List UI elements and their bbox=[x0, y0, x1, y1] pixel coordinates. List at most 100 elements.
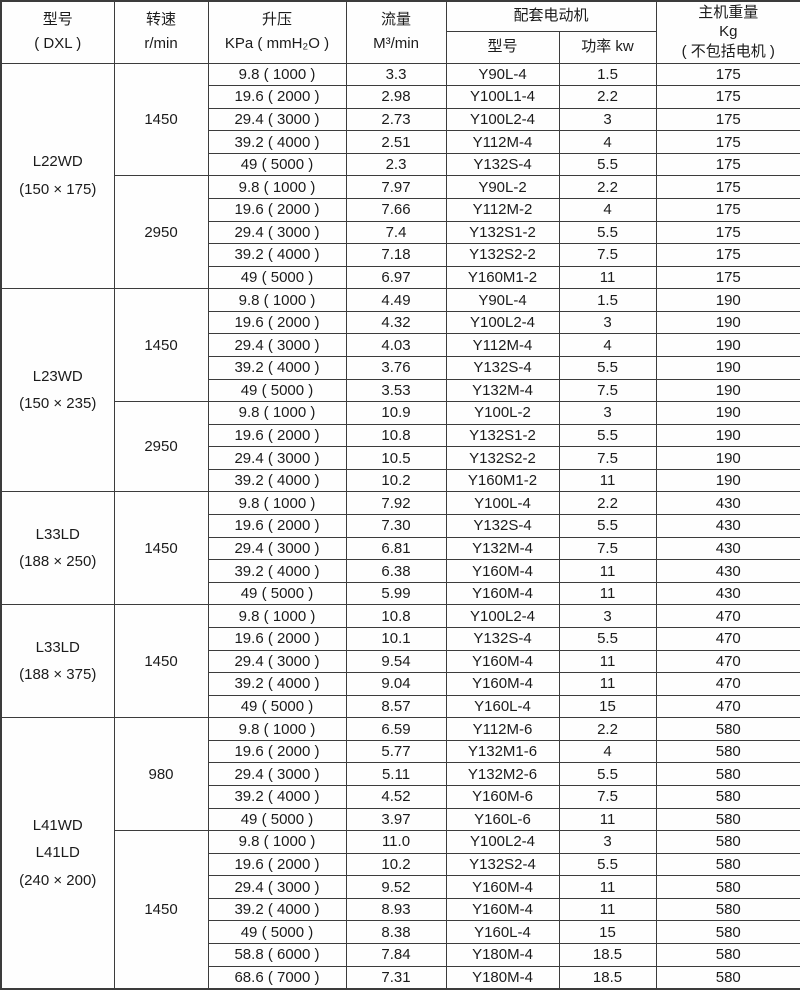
motor-power-cell: 4 bbox=[558, 739, 657, 764]
flow-cell: 3.76 bbox=[345, 356, 447, 380]
motor-model-cell: Y90L-4 bbox=[445, 288, 560, 312]
pressure-cell: 9.8 ( 1000 ) bbox=[207, 62, 347, 87]
motor-model-cell: Y100L1-4 bbox=[445, 85, 560, 109]
motor-power-cell: 11 bbox=[558, 649, 657, 674]
weight-cell: 175 bbox=[655, 175, 800, 199]
flow-cell: 7.97 bbox=[345, 175, 447, 199]
motor-model-cell: Y132M2-6 bbox=[445, 762, 560, 786]
flow-cell: 8.38 bbox=[345, 920, 447, 945]
table-row: 29.4 ( 3000 ) 5.11 Y132M2-6 5.5 580 bbox=[1, 762, 800, 786]
motor-power-cell: 7.5 bbox=[558, 243, 657, 267]
table-row: 29.4 ( 3000 ) 9.52 Y160M-4 11 580 bbox=[1, 875, 800, 899]
header-weight-line1: 主机重量 bbox=[698, 3, 759, 21]
pressure-cell: 9.8 ( 1000 ) bbox=[207, 288, 347, 312]
motor-power-cell: 5.5 bbox=[558, 152, 657, 177]
motor-model-cell: Y90L-2 bbox=[445, 175, 560, 199]
motor-model-cell: Y160M-4 bbox=[445, 649, 560, 674]
weight-cell: 430 bbox=[655, 536, 800, 561]
table-row: 49 ( 5000 ) 6.97 Y160M1-2 11 175 bbox=[1, 265, 800, 290]
motor-power-cell: 5.5 bbox=[558, 514, 657, 538]
table-row: 29.4 ( 3000 ) 9.54 Y160M-4 11 470 bbox=[1, 649, 800, 674]
table-row: 39.2 ( 4000 ) 2.51 Y112M-4 4 175 bbox=[1, 130, 800, 154]
pressure-cell: 29.4 ( 3000 ) bbox=[207, 220, 347, 245]
header-speed-line1: 转速 bbox=[145, 11, 176, 29]
flow-cell: 10.1 bbox=[345, 626, 447, 651]
header-motor-model: 型号 bbox=[445, 30, 560, 64]
header-weight-line2: Kg bbox=[719, 23, 738, 41]
table-row: 39.2 ( 4000 ) 10.2 Y160M1-2 11 190 bbox=[1, 468, 800, 493]
motor-model-cell: Y160M1-2 bbox=[445, 468, 560, 493]
pressure-cell: 19.6 ( 2000 ) bbox=[207, 852, 347, 877]
motor-power-cell: 1.5 bbox=[558, 288, 657, 312]
weight-cell: 190 bbox=[655, 401, 800, 425]
weight-cell: 175 bbox=[655, 152, 800, 177]
flow-cell: 6.59 bbox=[345, 717, 447, 741]
pressure-cell: 9.8 ( 1000 ) bbox=[207, 491, 347, 516]
pressure-cell: 19.6 ( 2000 ) bbox=[207, 626, 347, 651]
weight-cell: 580 bbox=[655, 762, 800, 786]
flow-cell: 10.2 bbox=[345, 468, 447, 493]
pressure-cell: 39.2 ( 4000 ) bbox=[207, 897, 347, 922]
flow-cell: 7.31 bbox=[345, 965, 447, 990]
weight-cell: 580 bbox=[655, 739, 800, 764]
model-cell: L23WD (150 × 235) bbox=[0, 288, 115, 493]
motor-model-cell: Y112M-4 bbox=[445, 333, 560, 358]
flow-cell: 6.38 bbox=[345, 559, 447, 583]
motor-power-cell: 2.2 bbox=[558, 491, 657, 516]
flow-cell: 6.97 bbox=[345, 265, 447, 290]
motor-model-cell: Y160L-4 bbox=[445, 920, 560, 945]
motor-power-cell: 5.5 bbox=[558, 220, 657, 245]
model-line: L33LD bbox=[35, 525, 80, 543]
flow-cell: 3.3 bbox=[345, 62, 447, 87]
speed-cell: 1450 bbox=[113, 491, 209, 606]
table-row: L41WD L41LD (240 × 200) 980 9.8 ( 1000 ) 6.59… bbox=[0, 717, 800, 990]
pressure-cell: 19.6 ( 2000 ) bbox=[207, 423, 347, 448]
motor-model-cell: Y132M-4 bbox=[445, 378, 560, 403]
motor-model-cell: Y160M1-2 bbox=[445, 265, 560, 290]
table-row: 29.4 ( 3000 ) 6.81 Y132M-4 7.5 430 bbox=[1, 536, 800, 561]
motor-power-cell: 15 bbox=[558, 694, 657, 719]
weight-cell: 190 bbox=[655, 468, 800, 493]
flow-cell: 5.11 bbox=[345, 762, 447, 786]
flow-cell: 5.99 bbox=[345, 581, 447, 606]
motor-power-cell: 11 bbox=[558, 581, 657, 606]
motor-model-cell: Y180M-4 bbox=[445, 943, 560, 967]
motor-power-cell: 11 bbox=[558, 265, 657, 290]
speed-cell: 1450 bbox=[113, 604, 209, 719]
pressure-cell: 49 ( 5000 ) bbox=[207, 920, 347, 945]
model-cell: L33LD (188 × 250) bbox=[0, 491, 115, 606]
model-line: L41WD bbox=[32, 816, 83, 834]
flow-cell: 9.04 bbox=[345, 672, 447, 696]
table-row: 19.6 ( 2000 ) 10.1 Y132S-4 5.5 470 bbox=[1, 626, 800, 651]
weight-cell: 470 bbox=[655, 649, 800, 674]
motor-power-cell: 11 bbox=[558, 559, 657, 583]
motor-power-cell: 4 bbox=[558, 197, 657, 222]
pressure-cell: 49 ( 5000 ) bbox=[207, 378, 347, 403]
motor-model-cell: Y100L2-4 bbox=[445, 604, 560, 628]
model-cell: L41WD L41LD (240 × 200) bbox=[0, 717, 115, 990]
table-row: 39.2 ( 4000 ) 8.93 Y160M-4 11 580 bbox=[1, 897, 800, 922]
weight-cell: 580 bbox=[655, 943, 800, 967]
flow-cell: 4.32 bbox=[345, 310, 447, 335]
speed-cell: 2950 bbox=[113, 175, 209, 290]
header-motor-group: 配套电动机 bbox=[445, 0, 657, 32]
table-row: 39.2 ( 4000 ) 9.04 Y160M-4 11 470 bbox=[1, 672, 800, 696]
motor-power-cell: 11 bbox=[558, 807, 657, 832]
pressure-cell: 9.8 ( 1000 ) bbox=[207, 830, 347, 854]
motor-model-cell: Y180M-4 bbox=[445, 965, 560, 990]
header-speed-line2: r/min bbox=[144, 35, 178, 53]
header-model: 型号 ( DXL ) bbox=[0, 0, 115, 64]
motor-power-cell: 7.5 bbox=[558, 785, 657, 809]
flow-cell: 6.81 bbox=[345, 536, 447, 561]
motor-power-cell: 18.5 bbox=[558, 965, 657, 990]
model-line: (188 × 250) bbox=[19, 553, 97, 571]
motor-model-cell: Y132S-4 bbox=[445, 626, 560, 651]
motor-model-cell: Y160M-6 bbox=[445, 785, 560, 809]
pressure-cell: 29.4 ( 3000 ) bbox=[207, 762, 347, 786]
speed-cell: 2950 bbox=[113, 401, 209, 493]
motor-model-cell: Y90L-4 bbox=[445, 62, 560, 87]
pressure-cell: 19.6 ( 2000 ) bbox=[207, 310, 347, 335]
flow-cell: 7.18 bbox=[345, 243, 447, 267]
weight-cell: 580 bbox=[655, 965, 800, 990]
motor-power-cell: 1.5 bbox=[558, 62, 657, 87]
